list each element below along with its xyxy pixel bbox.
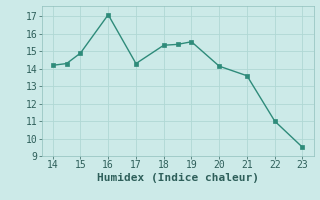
- X-axis label: Humidex (Indice chaleur): Humidex (Indice chaleur): [97, 173, 259, 183]
